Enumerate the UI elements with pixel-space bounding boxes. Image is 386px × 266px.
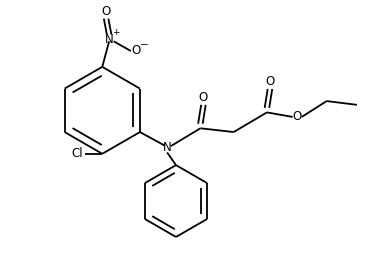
Text: O: O — [102, 5, 111, 18]
Text: N: N — [105, 32, 113, 45]
Text: +: + — [112, 28, 120, 38]
Text: O: O — [265, 75, 274, 88]
Text: −: − — [140, 40, 149, 50]
Text: Cl: Cl — [71, 147, 83, 160]
Text: N: N — [163, 142, 171, 155]
Text: O: O — [132, 44, 141, 57]
Text: O: O — [293, 110, 302, 123]
Text: O: O — [199, 91, 208, 104]
